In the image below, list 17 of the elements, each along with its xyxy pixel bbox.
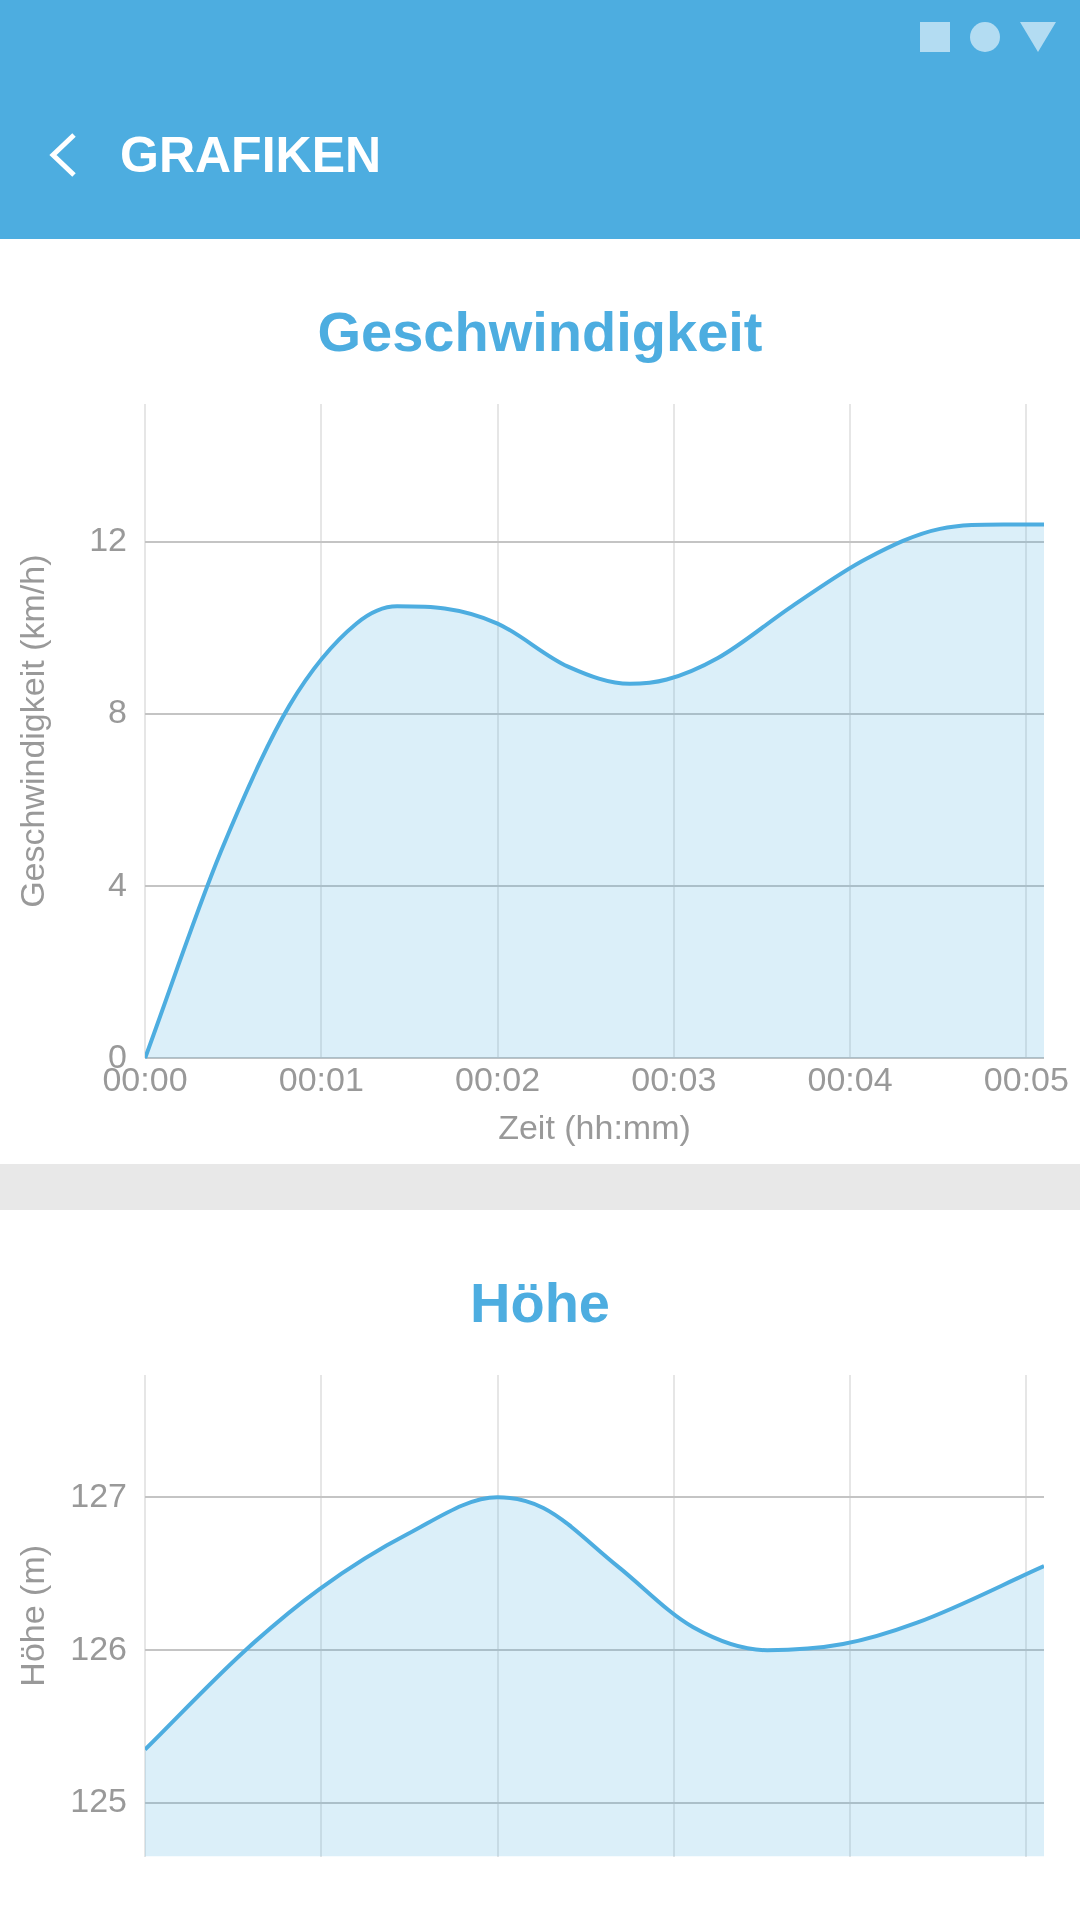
chart-title: Geschwindigkeit [316,299,764,364]
text: GRAFIKEN [120,126,382,184]
y-tick-label: 125 [70,1781,127,1820]
x-axis-title: Zeit (hh:mm) [498,1107,691,1146]
y-axis-title: Geschwindigkeit (km/h) [12,554,51,908]
y-tick-label: 8 [108,692,127,731]
y-tick-label: 12 [89,520,127,559]
x-tick-label: 00:05 [983,1060,1069,1099]
chart-title: Höhe [469,1270,611,1335]
x-tick-label: 00:02 [455,1060,541,1099]
x-tick-label: 00:03 [631,1060,717,1099]
x-tick-label: 00:04 [807,1060,893,1099]
y-axis-title: Höhe (m) [12,1544,51,1687]
y-tick-label: 127 [70,1475,127,1514]
x-tick-label: 00:01 [278,1060,364,1099]
y-tick-label: 126 [70,1628,127,1667]
y-tick-label: 4 [108,864,127,903]
